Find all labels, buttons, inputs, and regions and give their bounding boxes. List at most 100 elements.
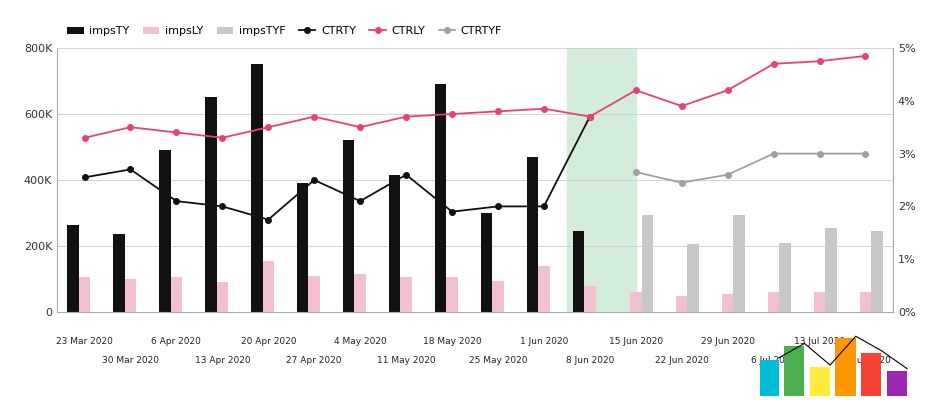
CTRLY [79,135,90,140]
Bar [251,64,262,312]
Bar [733,215,745,312]
CTRTYF [814,151,826,156]
Text: 22 Jun 2020: 22 Jun 2020 [655,356,709,366]
Text: 23 Mar 2020: 23 Mar 2020 [56,337,113,346]
Bar [217,282,228,312]
Text: 8 Jun 2020: 8 Jun 2020 [565,356,614,366]
Bar [676,296,688,312]
CTRLY [860,54,871,58]
CTRTY [309,178,320,182]
CTRLY [400,114,411,119]
CTRTYF [768,151,779,156]
Bar [886,371,907,396]
CTRTYF [676,180,688,185]
CTRLY [492,109,504,114]
CTRLY [446,112,458,116]
Bar [309,276,320,312]
Bar [809,367,830,396]
Bar [835,338,856,396]
CTRLY [309,114,320,119]
Bar [446,277,458,312]
CTRTY [79,175,90,180]
Bar [262,261,274,312]
Bar [814,292,826,312]
Text: 13 Jul 2020: 13 Jul 2020 [794,337,845,346]
Bar [113,234,124,312]
Text: 4 May 2020: 4 May 2020 [333,337,387,346]
CTRLY [584,114,596,119]
CTRLY [354,125,366,130]
CTRTY [124,167,136,172]
CTRLY [676,104,688,108]
Bar [871,231,883,312]
Text: 30 Mar 2020: 30 Mar 2020 [102,356,159,366]
CTRLY [217,135,228,140]
Bar [400,277,412,312]
Line: CTRTY: CTRTY [82,114,593,222]
Bar [860,292,871,312]
Line: CTRTYF: CTRTYF [633,151,868,186]
CTRTY [400,172,411,177]
Text: 6 Jul 2020: 6 Jul 2020 [750,356,796,366]
Bar [160,150,171,312]
Bar [826,228,837,312]
Bar [67,224,79,312]
Bar [481,213,492,312]
Bar [492,281,504,312]
Bar [526,157,538,312]
Text: 13 Apr 2020: 13 Apr 2020 [195,356,250,366]
Text: 11 May 2020: 11 May 2020 [377,356,435,366]
Bar [389,175,400,312]
CTRLY [124,125,136,130]
Bar [124,279,136,312]
Bar [630,292,641,312]
CTRTY [217,204,228,209]
Bar [205,98,217,312]
CTRLY [262,125,274,130]
CTRLY [814,59,826,64]
CTRTY [171,199,182,204]
Bar [354,274,366,312]
Text: 6 Apr 2020: 6 Apr 2020 [151,337,201,346]
Bar [779,243,790,312]
Bar [641,215,653,312]
Bar [573,231,584,312]
Text: 1 Jun 2020: 1 Jun 2020 [520,337,568,346]
Bar [171,277,182,312]
Bar [758,360,779,396]
Text: 18 May 2020: 18 May 2020 [423,337,482,346]
CTRLY [630,88,641,93]
CTRTY [492,204,504,209]
Legend: impsTY, impsLY, impsTYF, CTRTY, CTRLY, CTRTYF: impsTY, impsLY, impsTYF, CTRTY, CTRLY, C… [63,22,506,41]
Text: 20 Apr 2020: 20 Apr 2020 [240,337,296,346]
CTRTYF [860,151,871,156]
Text: 20 Jul 2020: 20 Jul 2020 [840,356,891,366]
Text: 15 Jun 2020: 15 Jun 2020 [609,337,663,346]
CTRTY [584,114,596,119]
CTRLY [722,88,733,93]
CTRTY [262,217,274,222]
Bar [343,140,354,312]
CTRLY [171,130,182,135]
CTRTY [539,204,550,209]
Bar [688,244,699,312]
Bar [538,266,550,312]
CTRLY [539,106,550,111]
CTRLY [768,62,779,66]
Bar [567,48,636,312]
Text: 27 Apr 2020: 27 Apr 2020 [287,356,342,366]
Line: CTRLY: CTRLY [82,53,868,140]
Bar [784,346,805,396]
CTRTY [446,209,458,214]
Bar [861,353,882,396]
Bar [768,292,779,312]
Bar [722,294,733,312]
CTRTYF [630,170,641,174]
Bar [584,286,596,312]
Bar [435,84,446,312]
Text: 25 May 2020: 25 May 2020 [468,356,527,366]
Text: 29 Jun 2020: 29 Jun 2020 [701,337,754,346]
CTRTY [354,199,366,204]
Bar [79,277,90,312]
Bar [297,183,309,312]
